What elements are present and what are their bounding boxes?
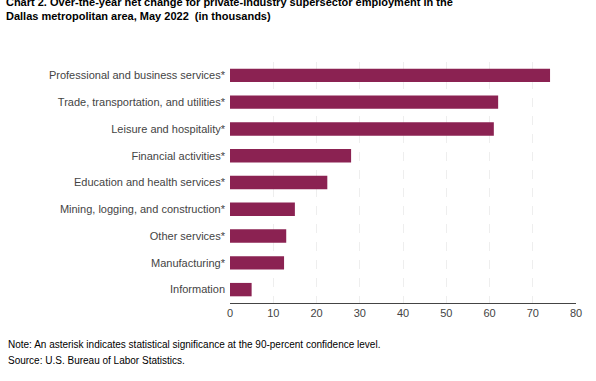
svg-text:60: 60 [483, 307, 495, 319]
svg-text:40: 40 [397, 307, 409, 319]
svg-text:50: 50 [440, 307, 452, 319]
svg-text:Manufacturing*: Manufacturing* [151, 257, 226, 269]
svg-text:80: 80 [570, 307, 582, 319]
svg-text:Chart 2. Over-the-year net cha: Chart 2. Over-the-year net change for pr… [6, 0, 453, 22]
svg-text:Trade, transportation, and uti: Trade, transportation, and utilities* [58, 96, 226, 108]
svg-text:Mining, logging, and construct: Mining, logging, and construction* [60, 203, 226, 215]
svg-text:Note: An asterisk indicates st: Note: An asterisk indicates statistical … [8, 339, 380, 350]
svg-text:Professional and business serv: Professional and business services* [49, 69, 226, 81]
svg-text:10: 10 [267, 307, 279, 319]
svg-text:20: 20 [310, 307, 322, 319]
svg-text:30: 30 [354, 307, 366, 319]
svg-text:Information: Information [170, 283, 225, 295]
svg-text:Leisure and hospitality*: Leisure and hospitality* [111, 123, 225, 135]
svg-text:Source: U.S. Bureau of Labor S: Source: U.S. Bureau of Labor Statistics. [8, 355, 185, 366]
svg-text:70: 70 [527, 307, 539, 319]
svg-text:Education and health services*: Education and health services* [74, 176, 226, 188]
svg-text:0: 0 [227, 307, 233, 319]
svg-text:Financial activities*: Financial activities* [131, 150, 225, 162]
svg-text:Other services*: Other services* [150, 230, 226, 242]
